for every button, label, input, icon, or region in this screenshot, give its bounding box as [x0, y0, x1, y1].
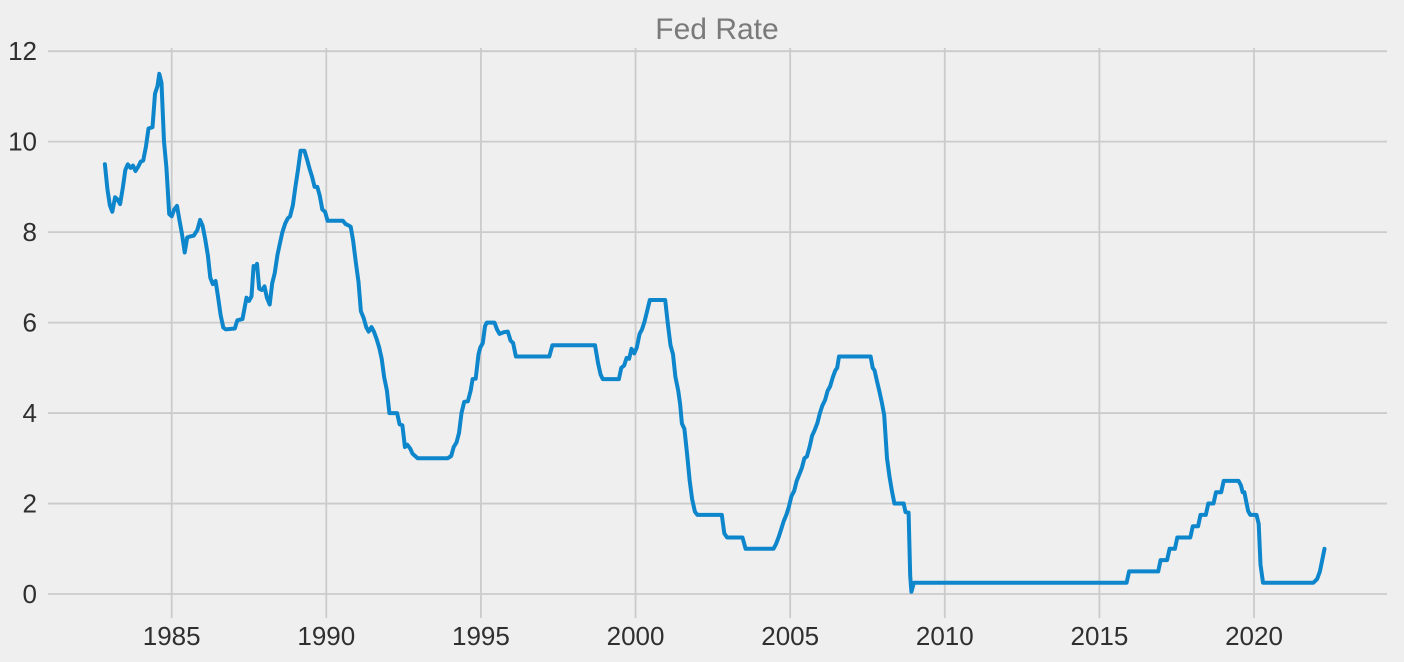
y-tick-label: 8: [23, 217, 37, 247]
y-tick-label: 6: [23, 308, 37, 338]
x-tick-label: 2000: [607, 621, 665, 651]
y-tick-label: 0: [23, 579, 37, 609]
y-tick-label: 4: [23, 398, 37, 428]
chart-title: Fed Rate: [655, 13, 778, 46]
x-tick-label: 2020: [1225, 621, 1283, 651]
y-tick-label: 10: [8, 127, 37, 157]
x-tick-label: 1990: [297, 621, 355, 651]
x-tick-label: 1985: [143, 621, 201, 651]
tick-label-layer: 1985 1990 1995 2000 2005 2010 2015 2020 0 2 4 6 8 10 1…: [8, 36, 1283, 651]
x-tick-label: 2005: [761, 621, 819, 651]
y-tick-label: 2: [23, 489, 37, 519]
y-tick-label: 12: [8, 36, 37, 66]
grid-layer: [48, 48, 1387, 618]
x-tick-label: 1995: [452, 621, 510, 651]
fed-rate-line: [102, 71, 1327, 594]
x-tick-label: 2010: [916, 621, 974, 651]
series-layer: [102, 71, 1327, 594]
x-tick-label: 2015: [1070, 621, 1128, 651]
